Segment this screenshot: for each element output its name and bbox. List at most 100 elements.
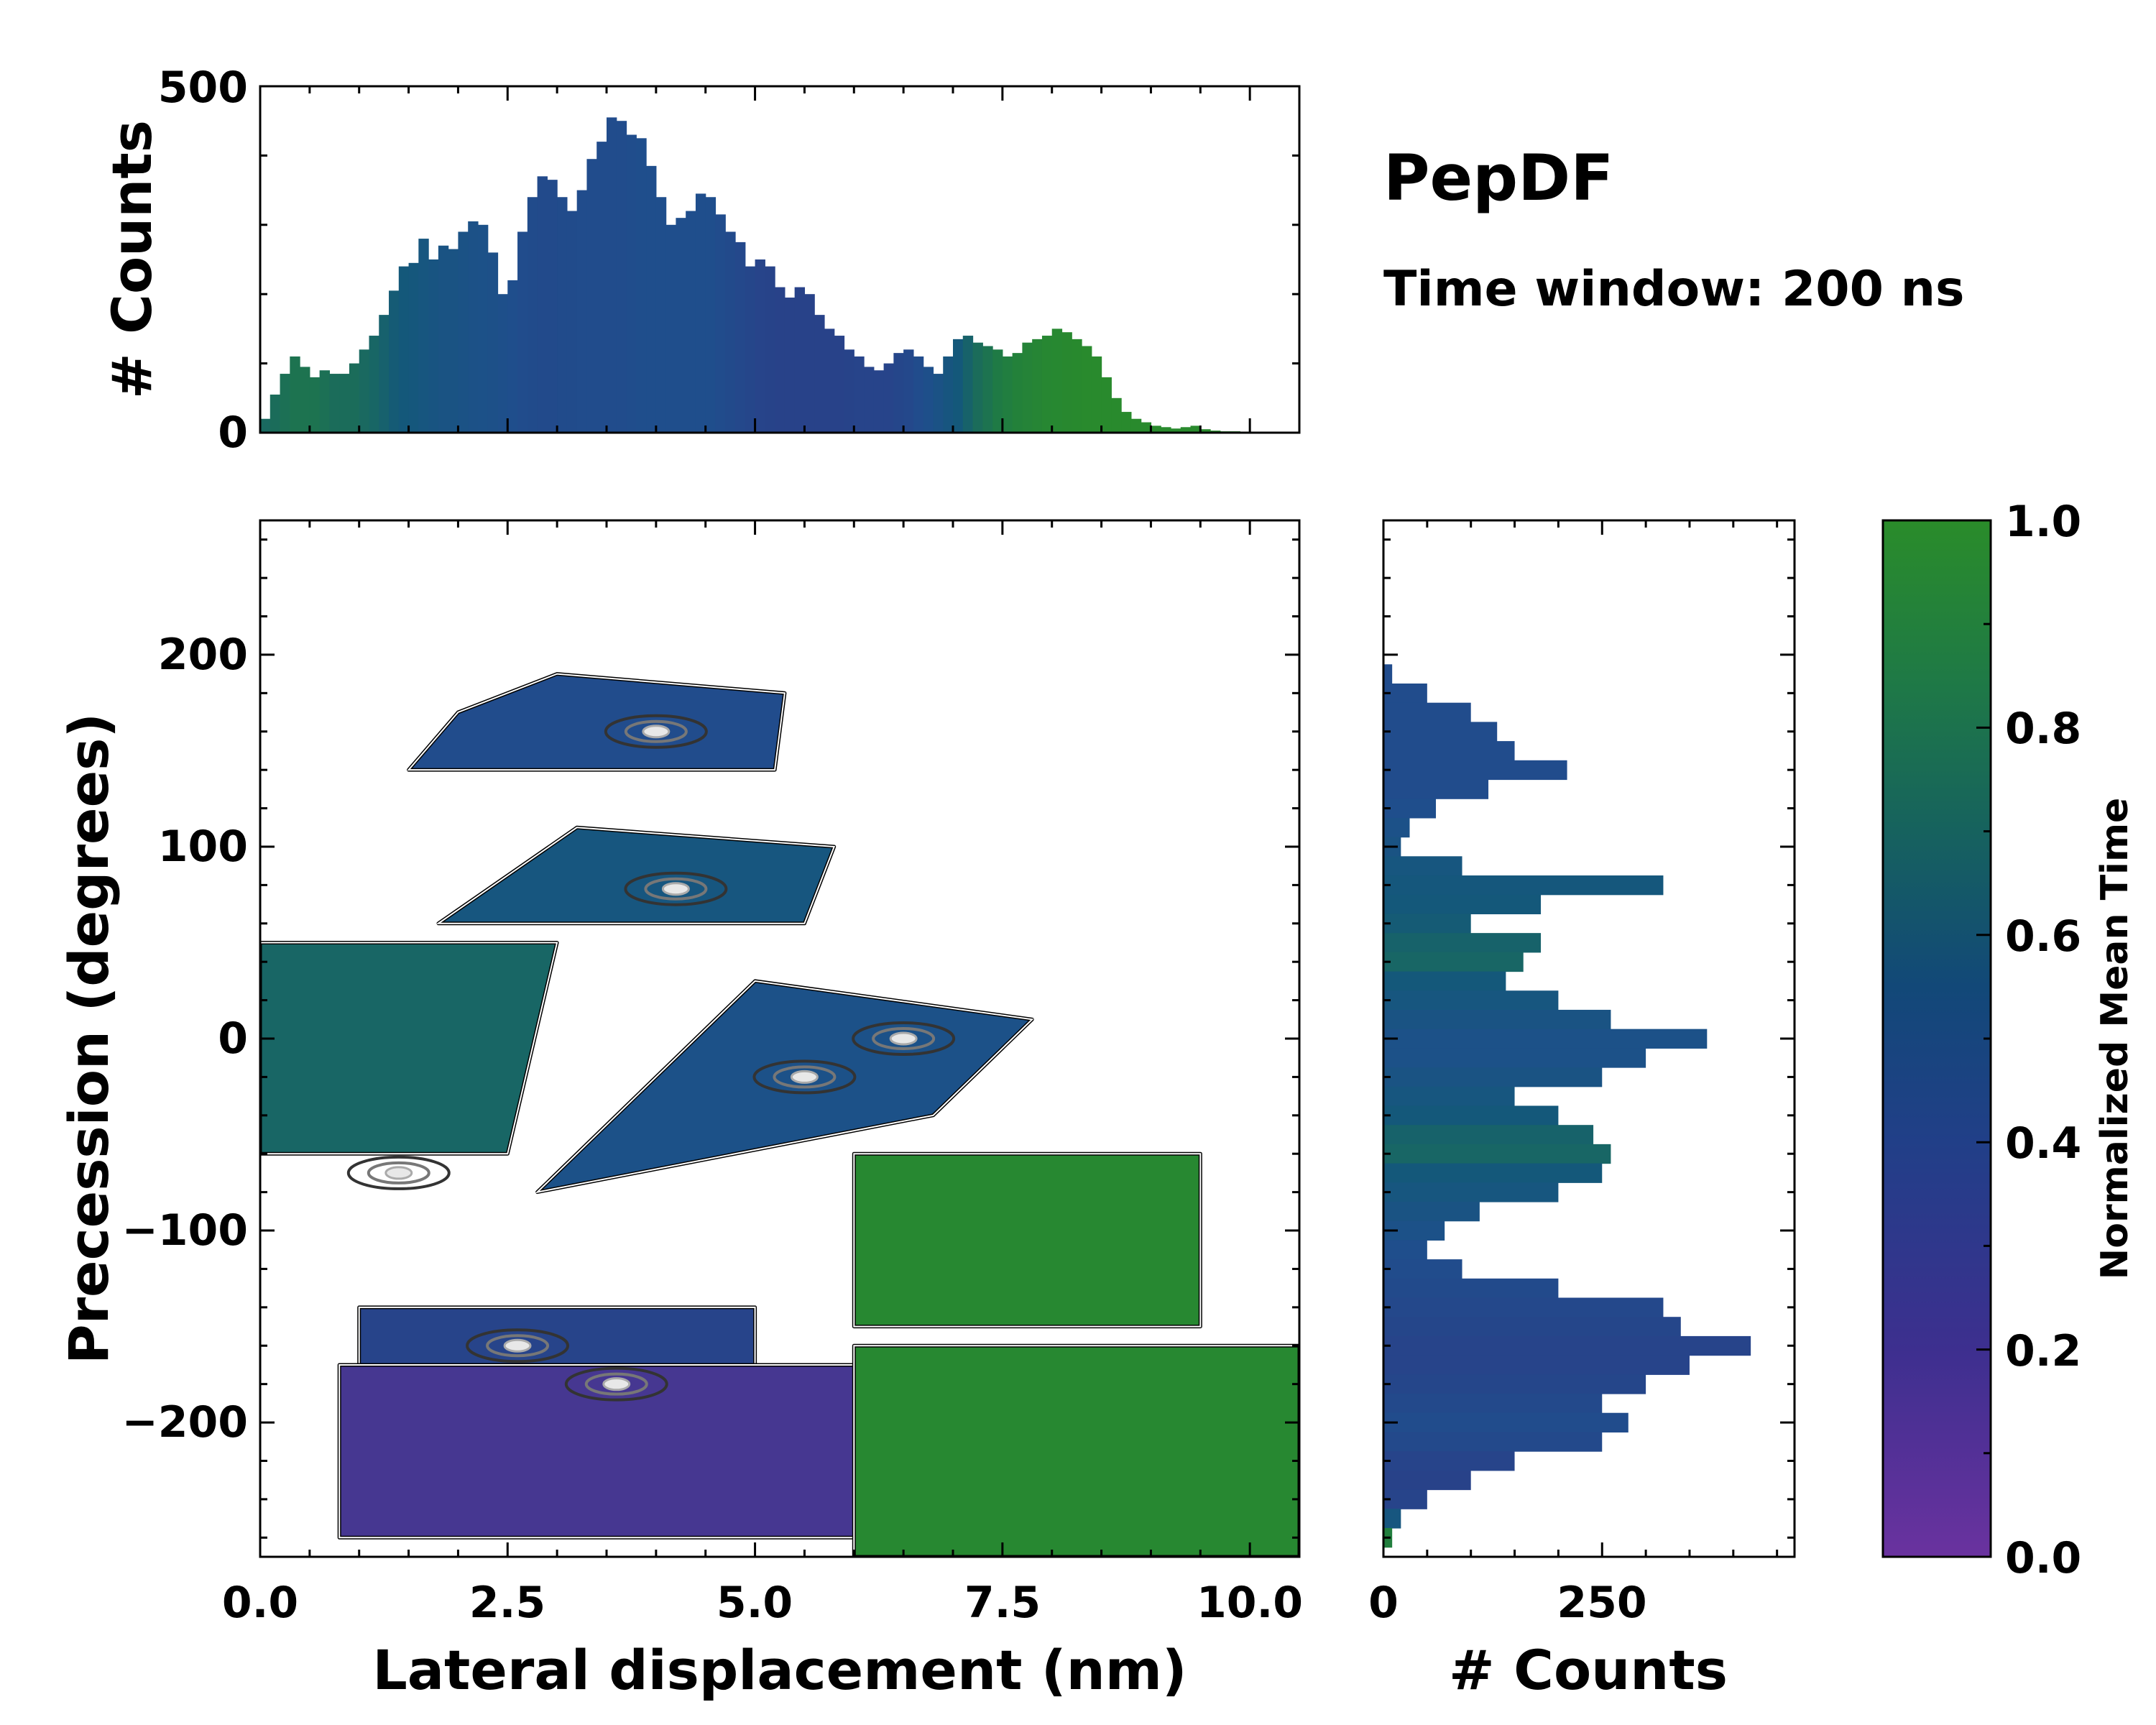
heatmap-hotspots	[346, 714, 956, 1402]
top-bar-88	[1130, 418, 1142, 433]
top-bar-10	[359, 349, 370, 433]
right-bar-5	[1383, 760, 1567, 781]
top-histogram-frame	[259, 85, 1301, 434]
top-bar-34	[596, 142, 607, 433]
top-bar-56	[814, 315, 825, 433]
top-bar-20	[458, 231, 469, 433]
right-bar-42	[1383, 1470, 1471, 1491]
right-bar-30	[1383, 1240, 1427, 1260]
top-bar-8	[339, 374, 350, 433]
top-bar-29	[547, 180, 558, 433]
top-bar-57	[824, 328, 835, 433]
top-bar-79	[1041, 336, 1053, 433]
top-bar-25	[507, 280, 518, 433]
right-bar-4	[1383, 741, 1515, 761]
colorbar-gradient	[1883, 520, 1991, 1557]
main-heatmap-panel: 0.0 2.5 5.0 7.5 10.0 −200 −100 0 100 200…	[57, 519, 1303, 1702]
contour-mid-4	[872, 1027, 936, 1050]
top-bar-11	[369, 336, 379, 433]
contour-mid-6	[367, 1161, 430, 1184]
top-bar-53	[784, 298, 796, 433]
right-bar-13	[1383, 914, 1471, 934]
right-bar-34	[1383, 1317, 1681, 1337]
contour-peak-1	[503, 1338, 532, 1353]
colorbar-tick-0: 0.0	[2005, 1533, 2081, 1583]
contour-outer-4	[852, 1021, 956, 1056]
top-bar-71	[962, 336, 974, 433]
right-bar-36	[1383, 1355, 1690, 1375]
right-bar-7	[1383, 799, 1437, 819]
right-bar-17	[1383, 990, 1559, 1011]
right-bar-26	[1383, 1163, 1603, 1183]
contour-peak-4	[889, 1031, 918, 1046]
main-xlabel: Lateral displacement (nm)	[372, 1638, 1187, 1702]
top-bar-45	[705, 197, 717, 433]
right-bar-23	[1383, 1105, 1559, 1126]
right-bar-44	[1383, 1509, 1401, 1529]
top-bar-67	[923, 367, 934, 433]
top-bar-72	[972, 342, 983, 433]
right-bar-6	[1383, 779, 1489, 799]
heatmap-region-right-lobe	[852, 1151, 1202, 1329]
top-bar-70	[953, 339, 964, 433]
top-bar-91	[1161, 427, 1171, 433]
right-bar-8	[1383, 817, 1410, 838]
top-bar-93	[1180, 427, 1192, 433]
right-bar-38	[1383, 1394, 1603, 1414]
right-bar-40	[1383, 1432, 1603, 1452]
top-bar-68	[933, 374, 944, 433]
top-bar-74	[992, 349, 1003, 433]
heatmap-regions	[260, 672, 1299, 1557]
top-bar-80	[1051, 328, 1063, 433]
top-bar-84	[1091, 356, 1102, 433]
heatmap-region-bottom-lobe	[337, 1363, 906, 1540]
top-ylabel: # Counts	[100, 120, 164, 399]
heatmap-region-outline-bottom-right-lobe	[853, 1345, 1299, 1557]
contour-mid-3	[624, 719, 688, 743]
contour-outer-6	[346, 1155, 451, 1190]
top-bar-54	[794, 287, 806, 433]
top-bar-37	[626, 134, 637, 433]
top-bar-16	[418, 239, 429, 433]
top-bar-58	[834, 336, 845, 433]
figure-title: PepDF	[1383, 141, 1613, 215]
contour-peak-2	[661, 882, 690, 896]
right-bar-43	[1383, 1489, 1427, 1509]
top-bar-46	[715, 214, 726, 433]
top-bar-51	[765, 266, 775, 433]
right-bar-20	[1383, 1048, 1646, 1068]
colorbar-label: Normalized Mean Time	[2093, 798, 2137, 1280]
top-bar-69	[943, 356, 954, 433]
top-bar-62	[873, 370, 885, 433]
top-bar-44	[695, 193, 706, 433]
top-bar-31	[566, 211, 578, 433]
top-bar-95	[1200, 429, 1211, 433]
top-ytick-0: 0	[218, 408, 248, 458]
top-bar-82	[1072, 339, 1082, 433]
main-ylabel: Precession (degrees)	[57, 713, 121, 1364]
right-histogram-panel: 0 250 # Counts	[1368, 519, 1796, 1702]
right-bar-41	[1383, 1451, 1515, 1471]
contour-peak-0	[602, 1377, 631, 1392]
right-bar-21	[1383, 1067, 1603, 1087]
top-bar-0	[260, 418, 271, 433]
contour-peak-5	[790, 1070, 819, 1084]
main-ytick-m200: −200	[121, 1397, 248, 1448]
right-bar-11	[1383, 875, 1664, 896]
heatmap-region-left-mid-lobe	[260, 941, 559, 1156]
top-ytick-500: 500	[158, 63, 248, 113]
top-bar-77	[1022, 342, 1033, 433]
top-bar-94	[1190, 426, 1201, 433]
right-bar-15	[1383, 952, 1524, 972]
top-bar-7	[329, 374, 340, 433]
contour-mid-5	[773, 1065, 837, 1089]
right-bar-0	[1383, 664, 1393, 684]
contour-outer-2	[624, 871, 728, 906]
top-bar-14	[398, 266, 410, 433]
top-bar-38	[636, 138, 647, 433]
right-bar-10	[1383, 856, 1462, 876]
contour-mid-0	[584, 1372, 648, 1396]
top-bar-92	[1170, 428, 1181, 433]
right-bar-16	[1383, 971, 1506, 991]
main-xtick-0: 0.0	[222, 1578, 298, 1628]
